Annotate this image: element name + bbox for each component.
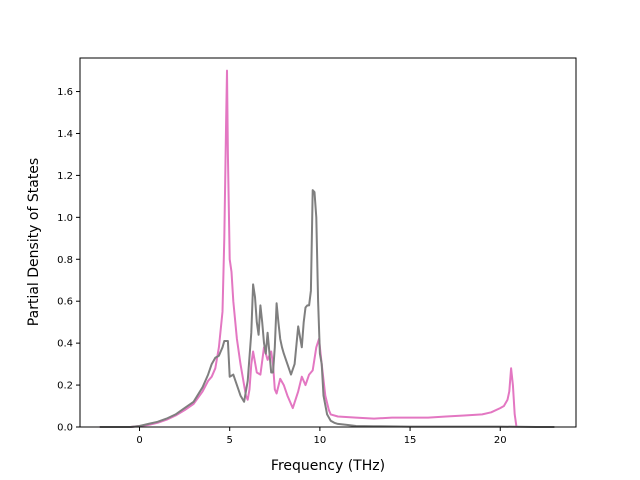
y-tick-label: 0.4 — [57, 339, 73, 350]
plot-area — [80, 58, 576, 427]
y-axis-ticks: 0.0 0.2 0.4 0.6 0.8 1.0 1.2 1.4 1.6 — [57, 87, 80, 434]
y-tick-label: 0.6 — [57, 297, 73, 308]
y-tick-label: 1.2 — [57, 171, 73, 182]
y-tick-label: 1.0 — [57, 213, 73, 224]
x-tick-label: 5 — [227, 435, 233, 446]
y-tick-label: 0.0 — [57, 423, 73, 434]
x-tick-label: 10 — [314, 435, 327, 446]
plot-frame — [79, 57, 577, 428]
y-tick-label: 0.8 — [57, 255, 73, 266]
y-tick-label: 1.4 — [57, 129, 73, 140]
y-tick-label: 0.2 — [57, 381, 73, 392]
series-line-2 — [99, 189, 555, 428]
y-axis-title: Partial Density of States — [26, 158, 42, 326]
y-tick-label: 1.6 — [57, 87, 73, 98]
x-tick-label: 20 — [494, 435, 507, 446]
x-tick-label: 15 — [404, 435, 417, 446]
series-layer — [99, 69, 555, 428]
x-tick-label: 0 — [136, 435, 142, 446]
x-axis-title: Frequency (THz) — [271, 458, 385, 474]
x-axis-ticks: 0 5 10 15 20 — [136, 427, 507, 446]
